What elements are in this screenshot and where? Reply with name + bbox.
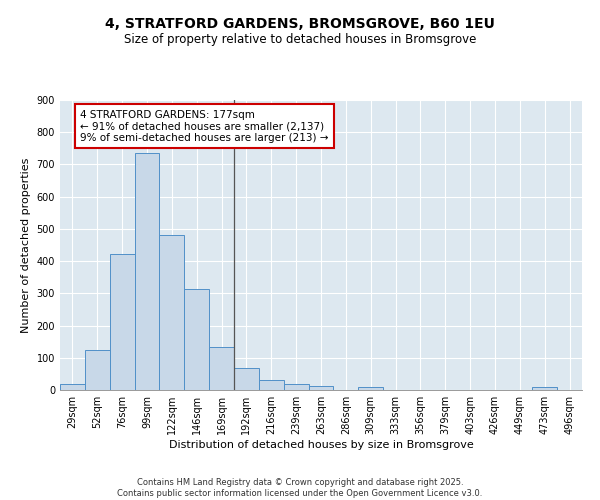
Text: 4 STRATFORD GARDENS: 177sqm
← 91% of detached houses are smaller (2,137)
9% of s: 4 STRATFORD GARDENS: 177sqm ← 91% of det… — [80, 110, 328, 143]
Bar — [209, 347, 234, 390]
Bar — [308, 386, 334, 390]
Bar — [160, 234, 184, 390]
X-axis label: Distribution of detached houses by size in Bromsgrove: Distribution of detached houses by size … — [169, 440, 473, 450]
Text: Size of property relative to detached houses in Bromsgrove: Size of property relative to detached ho… — [124, 32, 476, 46]
Bar — [259, 380, 284, 390]
Bar — [60, 384, 85, 390]
Y-axis label: Number of detached properties: Number of detached properties — [21, 158, 31, 332]
Bar — [85, 350, 110, 390]
Bar — [184, 288, 209, 390]
Text: Contains HM Land Registry data © Crown copyright and database right 2025.
Contai: Contains HM Land Registry data © Crown c… — [118, 478, 482, 498]
Bar — [234, 368, 259, 390]
Bar — [284, 384, 308, 390]
Bar — [110, 254, 134, 390]
Text: 4, STRATFORD GARDENS, BROMSGROVE, B60 1EU: 4, STRATFORD GARDENS, BROMSGROVE, B60 1E… — [105, 18, 495, 32]
Bar — [358, 387, 383, 390]
Bar — [134, 152, 160, 390]
Bar — [532, 388, 557, 390]
